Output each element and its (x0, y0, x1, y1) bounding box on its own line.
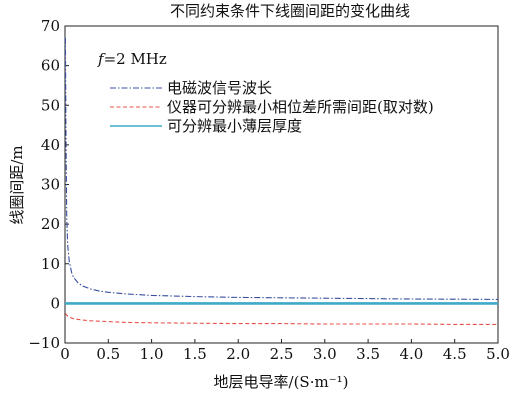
y-tick-label: 10 (41, 255, 60, 273)
y-tick-label: 60 (41, 57, 60, 75)
annotation-frequency-symbol: f (97, 50, 106, 68)
x-tick-label: 4.5 (443, 345, 467, 363)
x-tick-label: 3.5 (356, 345, 380, 363)
x-tick-label: 0.5 (96, 345, 120, 363)
y-tick-label: 50 (41, 96, 60, 114)
x-tick-label: 5.0 (486, 345, 510, 363)
x-axis-label: 地层电导率/(S·m⁻¹) (214, 373, 349, 391)
x-tick-label: 0 (60, 345, 70, 363)
y-tick-label: 40 (41, 136, 60, 154)
x-tick-label: 3.0 (313, 345, 337, 363)
y-tick-label: 30 (41, 176, 60, 194)
y-tick-label: 20 (41, 215, 60, 233)
series-line-1 (64, 37, 499, 300)
series-line-2 (64, 313, 498, 325)
y-tick-label: 0 (50, 294, 60, 312)
x-tick-label: 4.0 (399, 345, 423, 363)
series-layer (64, 37, 499, 325)
legend-label-1: 电磁波信号波长 (167, 79, 272, 97)
x-tick-label: 1.5 (183, 345, 207, 363)
annotation-frequency-value: =2 MHz (104, 50, 167, 68)
chart-title: 不同约束条件下线圈间距的变化曲线 (170, 2, 410, 20)
x-tick-label: 1.0 (140, 345, 164, 363)
legend-label-2: 仪器可分辨最小相位差所需间距(取对数) (167, 98, 434, 116)
y-tick-label: 70 (41, 17, 60, 35)
annotation-frequency: f=2 MHz (97, 50, 167, 68)
y-tick-label: −10 (28, 334, 60, 352)
plot-frame (64, 25, 499, 344)
y-axis-label: 线圈间距/m (8, 145, 26, 224)
x-tick-label: 2.5 (270, 345, 294, 363)
legend-label-3: 可分辨最小薄层厚度 (167, 117, 302, 135)
axes: 0 0.5 1.0 1.5 2.0 2.5 3.0 3.5 4.0 4.5 5.0−10010203… (28, 17, 510, 363)
x-tick-label: 2.0 (226, 345, 250, 363)
